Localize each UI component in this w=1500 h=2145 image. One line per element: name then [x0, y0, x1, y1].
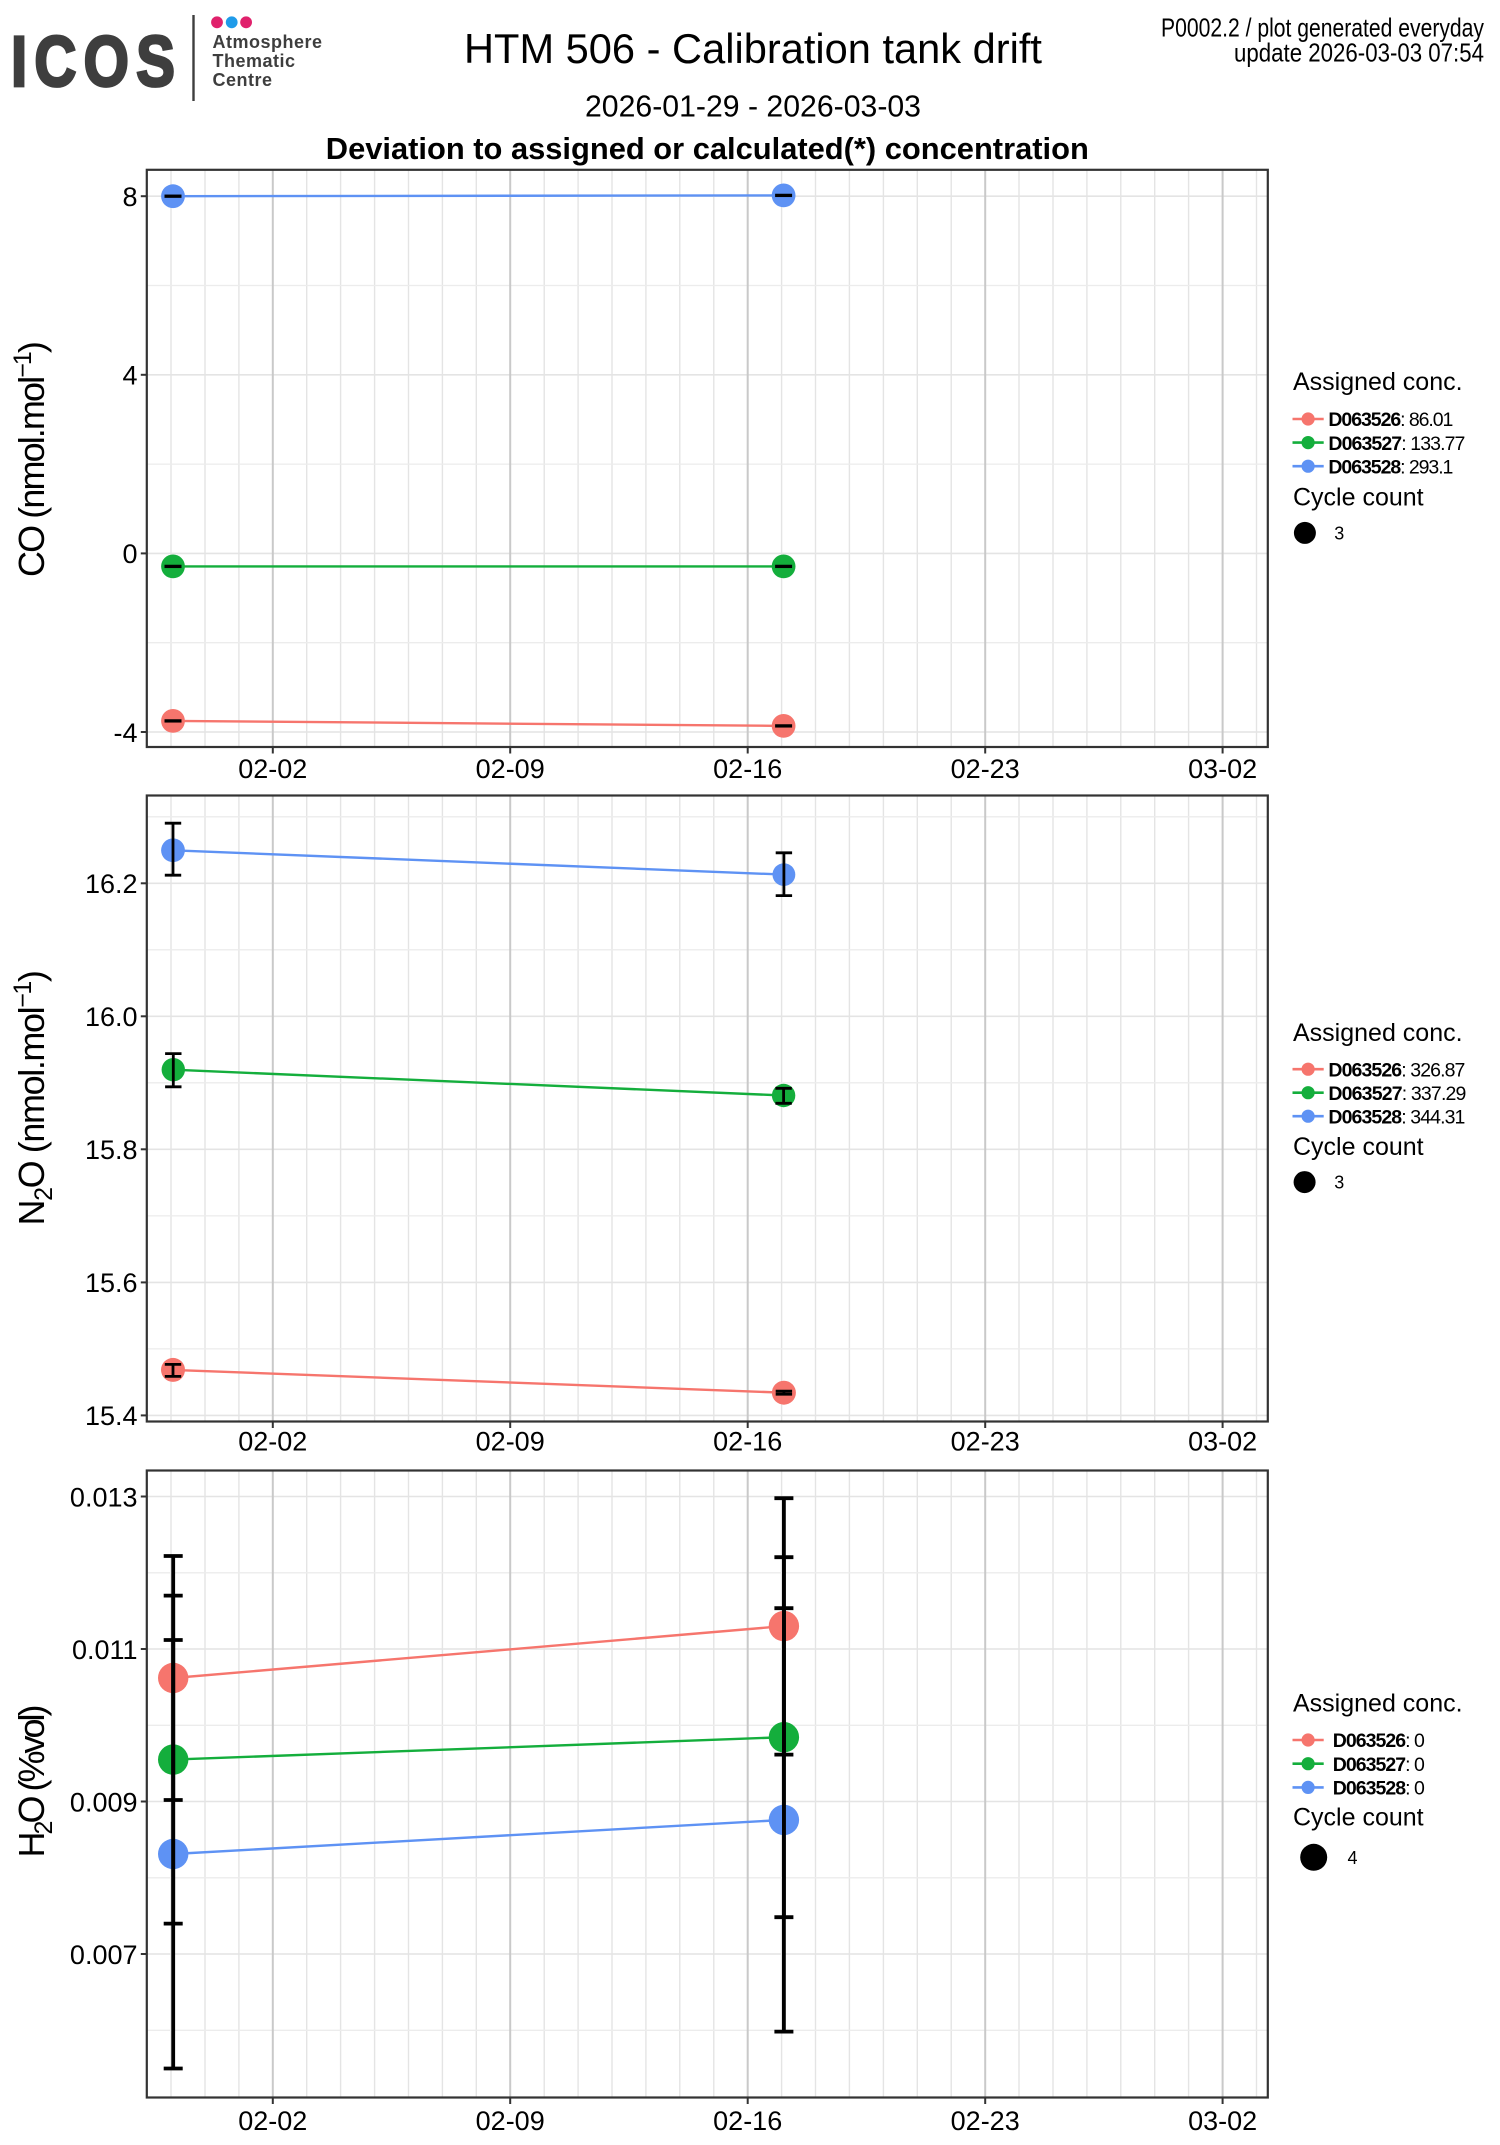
- svg-text:Assigned conc.: Assigned conc.: [1293, 1690, 1463, 1718]
- svg-text:03-02: 03-02: [1188, 2106, 1257, 2136]
- svg-text:15.6: 15.6: [85, 1268, 138, 1298]
- svg-text:02-23: 02-23: [951, 2106, 1020, 2136]
- svg-text:16.0: 16.0: [85, 1002, 138, 1032]
- svg-text:ICOS: ICOS: [11, 21, 182, 101]
- svg-text:15.4: 15.4: [85, 1401, 138, 1431]
- svg-text:D063528: 0: D063528: 0: [1333, 1778, 1425, 1800]
- svg-text:D063527: 337.29: D063527: 337.29: [1328, 1083, 1466, 1105]
- svg-text:0.011: 0.011: [72, 1635, 138, 1665]
- svg-text:02-09: 02-09: [476, 754, 545, 784]
- svg-text:Assigned conc.: Assigned conc.: [1293, 368, 1463, 396]
- svg-text:02-02: 02-02: [238, 2106, 307, 2136]
- svg-text:D063526: 0: D063526: 0: [1333, 1730, 1425, 1752]
- svg-text:02-09: 02-09: [476, 1427, 545, 1457]
- svg-text:0: 0: [122, 539, 137, 569]
- svg-text:02-02: 02-02: [238, 1427, 307, 1457]
- svg-text:15.8: 15.8: [85, 1135, 138, 1165]
- svg-text:Cycle count: Cycle count: [1293, 484, 1424, 512]
- svg-text:3: 3: [1334, 1173, 1344, 1193]
- svg-text:02-16: 02-16: [713, 754, 782, 784]
- svg-text:02-09: 02-09: [476, 2106, 545, 2136]
- svg-text:D063526: 326.87: D063526: 326.87: [1328, 1059, 1465, 1081]
- svg-text:Assigned conc.: Assigned conc.: [1293, 1019, 1463, 1047]
- svg-text:D063528: 344.31: D063528: 344.31: [1328, 1106, 1465, 1128]
- svg-text:02-02: 02-02: [238, 754, 307, 784]
- svg-text:-4: -4: [113, 718, 137, 748]
- svg-text:update 2026-03-03 07:54: update 2026-03-03 07:54: [1234, 37, 1484, 67]
- svg-text:Thematic: Thematic: [213, 51, 296, 71]
- svg-text:Cycle count: Cycle count: [1293, 1133, 1424, 1161]
- svg-text:4: 4: [1348, 1848, 1358, 1868]
- svg-text:D063528: 293.1: D063528: 293.1: [1328, 456, 1453, 478]
- svg-text:03-02: 03-02: [1188, 1427, 1257, 1457]
- svg-text:D063527: 0: D063527: 0: [1333, 1754, 1425, 1776]
- svg-text:D063527: 133.77: D063527: 133.77: [1328, 433, 1465, 455]
- svg-text:0.013: 0.013: [70, 1482, 138, 1512]
- svg-text:02-16: 02-16: [713, 1427, 782, 1457]
- svg-text:D063526: 86.01: D063526: 86.01: [1328, 409, 1453, 431]
- svg-text:4: 4: [122, 361, 137, 391]
- svg-text:Deviation to assigned or calcu: Deviation to assigned or calculated(*) c…: [326, 131, 1089, 166]
- svg-text:16.2: 16.2: [85, 869, 138, 899]
- svg-text:3: 3: [1334, 524, 1344, 544]
- svg-text:02-16: 02-16: [713, 2106, 782, 2136]
- svg-text:HTM 506 - Calibration tank dri: HTM 506 - Calibration tank drift: [464, 25, 1042, 72]
- svg-text:2026-01-29 - 2026-03-03: 2026-01-29 - 2026-03-03: [585, 89, 921, 124]
- svg-text:02-23: 02-23: [951, 1427, 1020, 1457]
- svg-text:8: 8: [122, 182, 137, 212]
- svg-text:P0002.2 / plot generated every: P0002.2 / plot generated everyday: [1161, 12, 1484, 42]
- svg-text:0.007: 0.007: [70, 1940, 138, 1970]
- svg-text:02-23: 02-23: [951, 754, 1020, 784]
- svg-text:Cycle count: Cycle count: [1293, 1803, 1424, 1831]
- svg-text:CO (nmol.mol−1): CO (nmol.mol−1): [9, 343, 52, 577]
- svg-text:0.009: 0.009: [70, 1787, 138, 1817]
- svg-text:H2O (%vol): H2O (%vol): [11, 1707, 58, 1858]
- svg-text:Atmosphere: Atmosphere: [213, 32, 323, 52]
- svg-text:N2O (nmol.mol−1): N2O (nmol.mol−1): [9, 971, 58, 1225]
- svg-text:03-02: 03-02: [1188, 754, 1257, 784]
- svg-text:Centre: Centre: [213, 70, 273, 90]
